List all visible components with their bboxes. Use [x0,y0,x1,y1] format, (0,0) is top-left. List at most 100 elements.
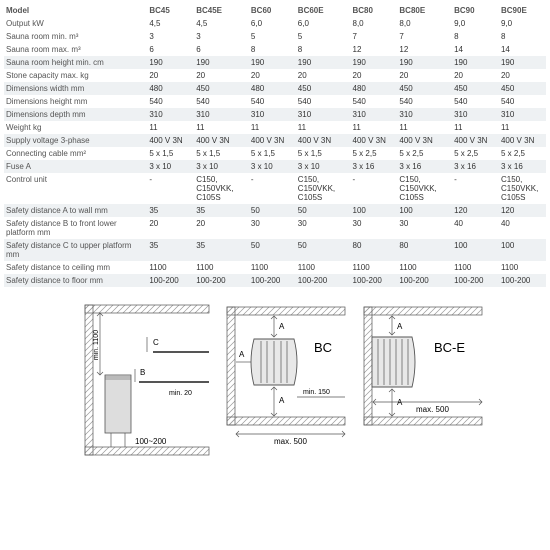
cell: 540 [249,95,296,108]
cell: 30 [351,217,398,239]
cell: 540 [397,95,444,108]
cell [444,95,452,108]
cell: 40 [452,217,499,239]
cell: 14 [499,43,546,56]
cell [444,30,452,43]
diagram-bc: A A A BC min. 150 max. 500 [219,297,354,462]
cell: 190 [499,56,546,69]
cell [444,108,452,121]
cell: 5 [296,30,343,43]
cell: 30 [296,217,343,239]
cell: 8 [499,30,546,43]
row-label: Control unit [4,173,147,204]
cell [241,30,249,43]
cell [241,147,249,160]
row-label: Fuse A [4,160,147,173]
cell [343,134,351,147]
row-label: Weight kg [4,121,147,134]
cell: 400 V 3N [351,134,398,147]
cell: 310 [397,108,444,121]
cell: 12 [351,43,398,56]
cell [241,95,249,108]
cell: 3 x 10 [194,160,241,173]
cell [444,274,452,287]
diagram-side: min. 1100 C B min. 20 100~200 [67,297,217,462]
svg-text:A: A [397,322,403,331]
cell [444,204,452,217]
row-label: Safety distance to ceiling mm [4,261,147,274]
col-bc60: BC60 [249,4,296,17]
svg-text:A: A [279,322,285,331]
svg-text:min. 1100: min. 1100 [93,330,100,360]
cell [241,217,249,239]
cell [241,173,249,204]
cell [343,173,351,204]
cell: 3 [147,30,194,43]
row-label: Safety distance A to wall mm [4,204,147,217]
cell: 5 x 2,5 [499,147,546,160]
cell [343,82,351,95]
cell: 20 [351,69,398,82]
cell: 20 [499,69,546,82]
cell: 11 [499,121,546,134]
cell: - [147,173,194,204]
cell: 100-200 [452,274,499,287]
col-bc45e: BC45E [194,4,241,17]
cell: 540 [296,95,343,108]
cell [444,147,452,160]
cell [444,69,452,82]
cell [343,217,351,239]
cell: 20 [147,69,194,82]
cell: 450 [194,82,241,95]
cell: 120 [499,204,546,217]
cell [444,17,452,30]
cell: 1100 [397,261,444,274]
diagram-area: min. 1100 C B min. 20 100~200 A A [4,297,550,462]
cell: 1100 [499,261,546,274]
cell: 35 [194,204,241,217]
svg-text:min. 150: min. 150 [303,389,330,396]
row-label: Sauna room min. m³ [4,30,147,43]
row-label: Dimensions depth mm [4,108,147,121]
cell [241,261,249,274]
cell: 80 [397,239,444,261]
col-bc90e: BC90E [499,4,546,17]
cell [343,108,351,121]
cell: 3 x 16 [499,160,546,173]
cell: 6,0 [249,17,296,30]
cell: 40 [499,217,546,239]
cell: 20 [452,69,499,82]
col-bc90: BC90 [452,4,499,17]
cell: 540 [194,95,241,108]
row-label: Stone capacity max. kg [4,69,147,82]
cell: 35 [147,204,194,217]
cell: 540 [499,95,546,108]
cell: 20 [296,69,343,82]
cell: 100-200 [351,274,398,287]
cell: 310 [249,108,296,121]
cell [343,95,351,108]
cell: 3 x 16 [351,160,398,173]
svg-text:BC-E: BC-E [434,340,465,355]
cell [343,261,351,274]
col- [343,4,351,17]
cell: 4,5 [194,17,241,30]
cell: 120 [452,204,499,217]
row-label: Sauna room height min. cm [4,56,147,69]
cell: 5 x 2,5 [397,147,444,160]
cell: C150, C150VKK, C105S [296,173,343,204]
cell: 190 [351,56,398,69]
cell: 12 [397,43,444,56]
cell: 400 V 3N [452,134,499,147]
svg-text:C: C [153,338,159,347]
cell: 190 [194,56,241,69]
cell: 5 x 1,5 [296,147,343,160]
cell: 190 [452,56,499,69]
cell: 6,0 [296,17,343,30]
cell: 310 [296,108,343,121]
cell [241,17,249,30]
cell: 3 x 10 [296,160,343,173]
cell: 3 x 16 [452,160,499,173]
cell: 5 x 1,5 [147,147,194,160]
cell: 190 [397,56,444,69]
